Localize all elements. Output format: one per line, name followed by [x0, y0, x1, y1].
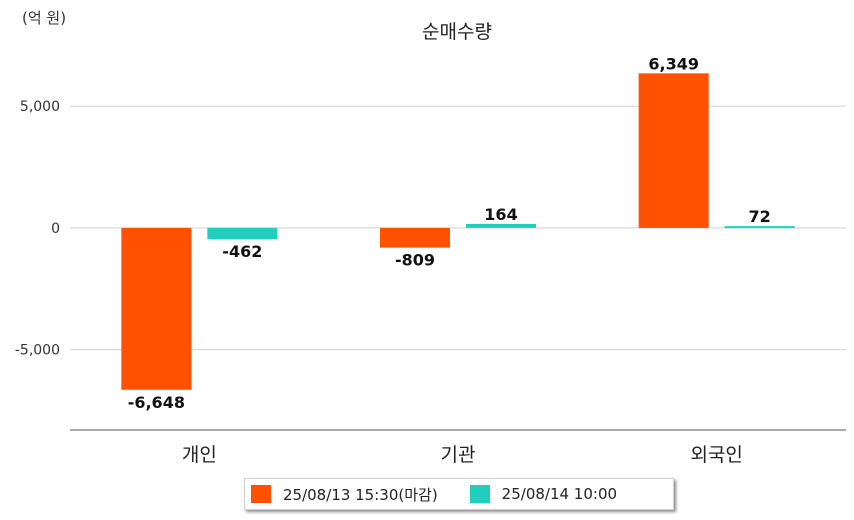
bar[interactable]: [121, 227, 192, 390]
x-tick-label: 기관: [441, 444, 476, 466]
gridlines: [70, 105, 846, 351]
legend: 25/08/13 15:30(마감) 25/08/14 10:00: [244, 478, 674, 510]
data-label: -6,648: [128, 393, 185, 412]
y-tick-label: -5,000: [15, 343, 60, 359]
chart-title: 순매수량: [422, 21, 492, 43]
legend-swatch-series-1: [251, 485, 271, 503]
y-tick-label: 5,000: [20, 99, 60, 115]
unit-label: (억 원): [22, 9, 66, 27]
y-axis-ticks: 5,000 0 -5,000: [15, 99, 60, 358]
data-label: -809: [395, 251, 435, 270]
bar[interactable]: [466, 223, 536, 228]
legend-swatch-series-2: [469, 485, 490, 503]
legend-item-series-1[interactable]: 25/08/13 15:30(마감): [251, 484, 438, 505]
data-label: 72: [749, 207, 771, 226]
x-tick-label: 개인: [182, 444, 217, 466]
bar[interactable]: [724, 226, 795, 229]
data-label: -462: [222, 242, 262, 261]
data-label: 6,349: [648, 54, 699, 73]
data-label: 164: [484, 205, 517, 224]
legend-label-series-1: 25/08/13 15:30(마감): [283, 485, 438, 504]
bar[interactable]: [207, 227, 278, 240]
value-labels: -6,648 -462 -809 164 6,349 72: [128, 54, 771, 411]
legend-label-series-2: 25/08/14 10:00: [501, 485, 618, 503]
category-labels: 개인 기관 외국인: [182, 444, 743, 466]
legend-item-series-2[interactable]: 25/08/14 10:00: [469, 485, 618, 503]
x-tick-label: 외국인: [690, 444, 742, 466]
bars: [121, 73, 795, 390]
bar[interactable]: [380, 227, 450, 248]
bar[interactable]: [638, 73, 709, 228]
y-tick-label: 0: [51, 221, 60, 237]
